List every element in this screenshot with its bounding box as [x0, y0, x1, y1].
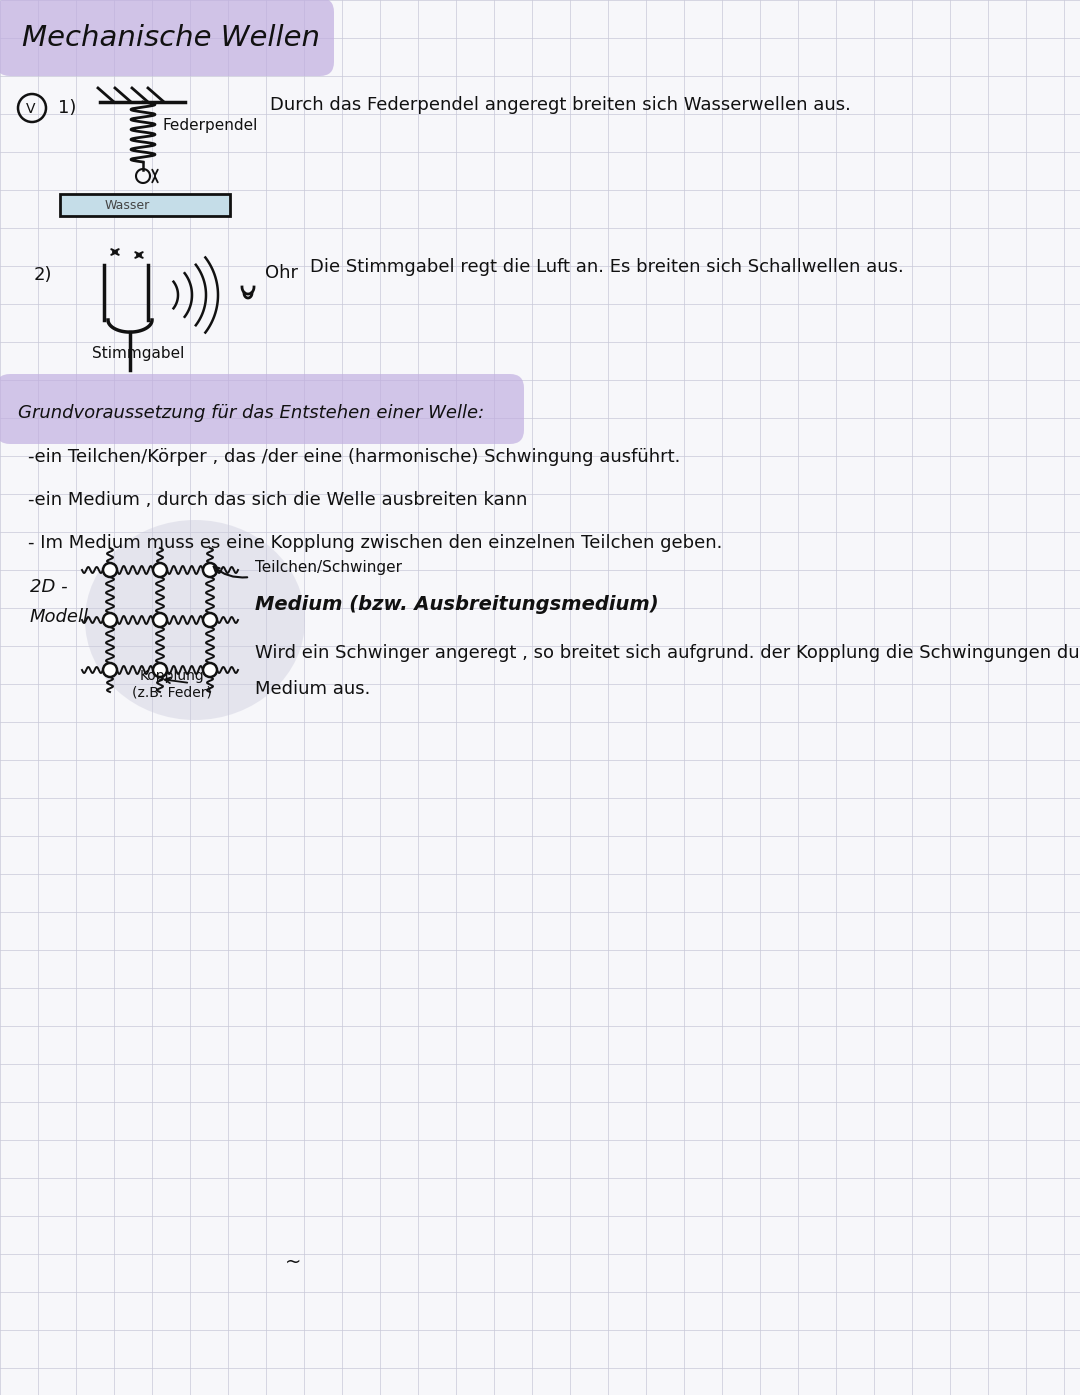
Text: Ohr: Ohr [265, 264, 298, 282]
Text: Grundvoraussetzung für das Entstehen einer Welle:: Grundvoraussetzung für das Entstehen ein… [18, 405, 484, 423]
Text: Modell: Modell [30, 608, 89, 626]
Ellipse shape [85, 520, 305, 720]
Bar [60, 194, 230, 216]
Circle shape [103, 612, 117, 626]
FancyBboxPatch shape [0, 0, 334, 75]
Text: Medium (bzw. Ausbreitungsmedium): Medium (bzw. Ausbreitungsmedium) [255, 596, 659, 614]
Text: Stimmgabel: Stimmgabel [92, 346, 185, 361]
Text: Medium aus.: Medium aus. [255, 679, 370, 698]
Circle shape [153, 564, 167, 578]
Text: ~: ~ [285, 1253, 301, 1272]
Text: -ein Medium , durch das sich die Welle ausbreiten kann: -ein Medium , durch das sich die Welle a… [28, 491, 527, 509]
Text: Kopplung
(z.B. Feder): Kopplung (z.B. Feder) [132, 668, 212, 699]
Circle shape [203, 612, 217, 626]
FancyBboxPatch shape [0, 374, 524, 444]
Circle shape [153, 663, 167, 677]
Circle shape [203, 564, 217, 578]
Text: - Im Medium muss es eine Kopplung zwischen den einzelnen Teilchen geben.: - Im Medium muss es eine Kopplung zwisch… [28, 534, 723, 552]
Text: Die Stimmgabel regt die Luft an. Es breiten sich Schallwellen aus.: Die Stimmgabel regt die Luft an. Es brei… [310, 258, 904, 276]
Circle shape [153, 612, 167, 626]
Text: 2D -: 2D - [30, 578, 68, 596]
Text: Mechanische Wellen: Mechanische Wellen [22, 24, 320, 52]
Text: Wird ein Schwinger angeregt , so breitet sich aufgrund. der Kopplung die Schwing: Wird ein Schwinger angeregt , so breitet… [255, 644, 1080, 663]
Text: Federpendel: Federpendel [163, 119, 258, 133]
Text: Durch das Federpendel angeregt breiten sich Wasserwellen aus.: Durch das Federpendel angeregt breiten s… [270, 96, 851, 114]
Text: Wasser: Wasser [105, 199, 150, 212]
Text: 2): 2) [33, 266, 53, 285]
Text: Teilchen/Schwinger: Teilchen/Schwinger [255, 559, 402, 575]
Circle shape [203, 663, 217, 677]
Text: -ein Teilchen/Körper , das /der eine (harmonische) Schwingung ausführt.: -ein Teilchen/Körper , das /der eine (ha… [28, 448, 680, 466]
Circle shape [103, 663, 117, 677]
Text: V: V [26, 102, 36, 116]
Text: 1): 1) [58, 99, 77, 117]
Circle shape [103, 564, 117, 578]
